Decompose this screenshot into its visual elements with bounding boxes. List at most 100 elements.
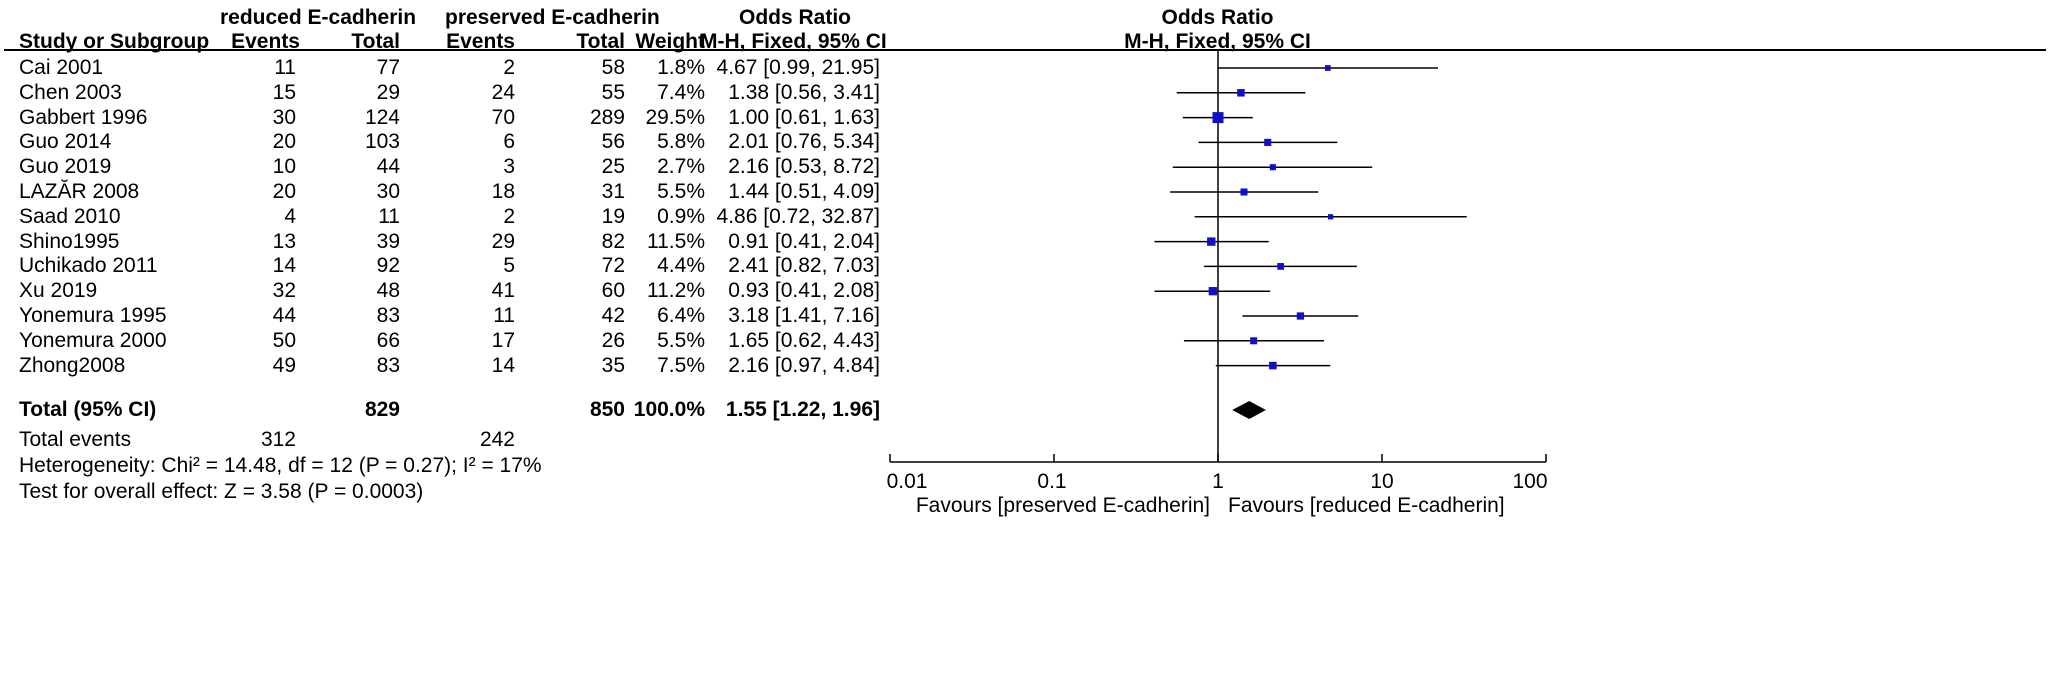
total-preserved: 26 bbox=[601, 328, 625, 352]
odds-ratio-header: Odds Ratio bbox=[738, 6, 851, 29]
total-reduced-sum: 829 bbox=[364, 398, 400, 421]
events-reduced: 20 bbox=[272, 180, 296, 203]
total-events-preserved: 242 bbox=[479, 428, 515, 451]
odds-ratio-ci: 1.44 [0.51, 4.09] bbox=[728, 180, 880, 203]
total-preserved: 289 bbox=[589, 105, 625, 129]
study-name: LAZĂR 2008 bbox=[19, 180, 140, 203]
study-marker bbox=[1296, 312, 1305, 320]
study-name: Shino1995 bbox=[19, 229, 120, 253]
study-name: Zhong2008 bbox=[19, 353, 126, 377]
events-reduced: 10 bbox=[272, 155, 296, 179]
total-odds-ratio: 1.55 [1.22, 1.96] bbox=[725, 398, 880, 421]
weight: 5.8% bbox=[657, 130, 705, 154]
total-reduced: 83 bbox=[376, 304, 400, 327]
total-preserved: 58 bbox=[601, 56, 625, 79]
study-marker bbox=[1207, 237, 1216, 246]
study-marker bbox=[1269, 361, 1277, 370]
total-reduced: 103 bbox=[364, 130, 400, 154]
events-reduced: 20 bbox=[272, 130, 296, 154]
total-reduced: 77 bbox=[376, 56, 400, 79]
total-reduced: 11 bbox=[378, 204, 400, 228]
weight: 11.5% bbox=[647, 229, 705, 253]
events-preserved: 3 bbox=[503, 155, 515, 179]
events-preserved: 17 bbox=[491, 328, 515, 352]
plot-layer bbox=[889, 50, 1547, 463]
study-name: Yonemura 1995 bbox=[19, 304, 167, 327]
odds-ratio-ci: 2.41 [0.82, 7.03] bbox=[728, 254, 880, 278]
tick-label: 0.01 bbox=[886, 470, 928, 493]
group1-header: reduced E-cadherin bbox=[220, 6, 417, 29]
odds-ratio-ci: 3.18 [1.41, 7.16] bbox=[728, 304, 880, 327]
total-reduced: 83 bbox=[376, 353, 400, 377]
study-name: Chen 2003 bbox=[19, 80, 122, 104]
events-preserved: 70 bbox=[491, 105, 515, 129]
events-reduced: 30 bbox=[272, 105, 296, 129]
odds-ratio-ci: 1.38 [0.56, 3.41] bbox=[728, 80, 880, 104]
total-preserved-sum: 850 bbox=[589, 398, 625, 421]
weight: 2.7% bbox=[657, 155, 705, 179]
total-preserved: 82 bbox=[601, 229, 625, 253]
col-study: Study or Subgroup bbox=[19, 30, 210, 53]
col-events2: Events bbox=[446, 30, 515, 53]
weight: 4.4% bbox=[657, 254, 705, 278]
events-preserved: 2 bbox=[503, 204, 515, 228]
weight: 11.2% bbox=[647, 279, 705, 303]
total-preserved: 42 bbox=[601, 304, 625, 327]
study-marker bbox=[1327, 214, 1334, 220]
events-preserved: 14 bbox=[491, 353, 515, 377]
odds-ratio-ci: 2.01 [0.76, 5.34] bbox=[728, 130, 880, 154]
weight: 7.4% bbox=[657, 80, 705, 104]
group2-header: preserved E-cadherin bbox=[445, 6, 660, 29]
col-events1: Events bbox=[231, 30, 300, 53]
overall-effect-text: Test for overall effect: Z = 3.58 (P = 0… bbox=[19, 480, 424, 503]
odds-ratio-ci: 2.16 [0.53, 8.72] bbox=[728, 155, 880, 179]
study-name: Uchikado 2011 bbox=[19, 254, 158, 278]
study-marker bbox=[1237, 89, 1245, 97]
weight: 6.4% bbox=[657, 304, 705, 327]
col-total2: Total bbox=[576, 30, 625, 53]
events-preserved: 29 bbox=[491, 229, 515, 253]
weight: 5.5% bbox=[657, 328, 705, 352]
odds-ratio-ci: 1.65 [0.62, 4.43] bbox=[728, 328, 880, 352]
events-reduced: 44 bbox=[272, 304, 296, 327]
study-marker bbox=[1208, 287, 1217, 296]
odds-ratio-ci: 0.91 [0.41, 2.04] bbox=[728, 229, 880, 253]
events-preserved: 6 bbox=[503, 130, 515, 154]
plot-method: M-H, Fixed, 95% CI bbox=[1124, 30, 1311, 53]
favours-right: Favours [reduced E-cadherin] bbox=[1228, 494, 1505, 517]
total-preserved: 19 bbox=[601, 204, 625, 228]
events-reduced: 49 bbox=[272, 353, 296, 377]
total-reduced: 29 bbox=[376, 80, 400, 104]
odds-ratio-ci: 4.67 [0.99, 21.95] bbox=[716, 56, 880, 79]
total-reduced: 124 bbox=[364, 105, 400, 129]
total-reduced: 44 bbox=[376, 155, 400, 179]
tick-label: 10 bbox=[1370, 470, 1394, 493]
col-total1: Total bbox=[351, 30, 400, 53]
study-name: Xu 2019 bbox=[19, 279, 98, 303]
weight: 5.5% bbox=[657, 180, 705, 203]
tick-label: 0.1 bbox=[1037, 470, 1067, 493]
events-reduced: 11 bbox=[274, 56, 296, 79]
favours-left: Favours [preserved E-cadherin] bbox=[915, 494, 1210, 517]
col-method: M-H, Fixed, 95% CI bbox=[700, 30, 887, 53]
events-preserved: 2 bbox=[503, 56, 515, 79]
events-reduced: 32 bbox=[272, 279, 296, 303]
study-name: Gabbert 1996 bbox=[19, 105, 148, 129]
tick-label: 1 bbox=[1212, 470, 1224, 493]
total-preserved: 31 bbox=[601, 180, 625, 203]
plot-title: Odds Ratio bbox=[1161, 6, 1274, 29]
study-marker bbox=[1269, 164, 1276, 171]
total-preserved: 55 bbox=[601, 80, 625, 104]
events-preserved: 24 bbox=[491, 80, 515, 104]
col-weight: Weight bbox=[635, 30, 705, 53]
events-reduced: 14 bbox=[272, 254, 296, 278]
study-marker bbox=[1250, 337, 1258, 345]
total-preserved: 60 bbox=[601, 279, 625, 303]
summary-diamond bbox=[1232, 401, 1266, 419]
total-events-label: Total events bbox=[19, 428, 132, 451]
odds-ratio-ci: 0.93 [0.41, 2.08] bbox=[728, 279, 880, 303]
study-name: Saad 2010 bbox=[19, 204, 121, 228]
total-preserved: 35 bbox=[601, 353, 625, 377]
heterogeneity-text: Heterogeneity: Chi² = 14.48, df = 12 (P … bbox=[19, 454, 542, 477]
